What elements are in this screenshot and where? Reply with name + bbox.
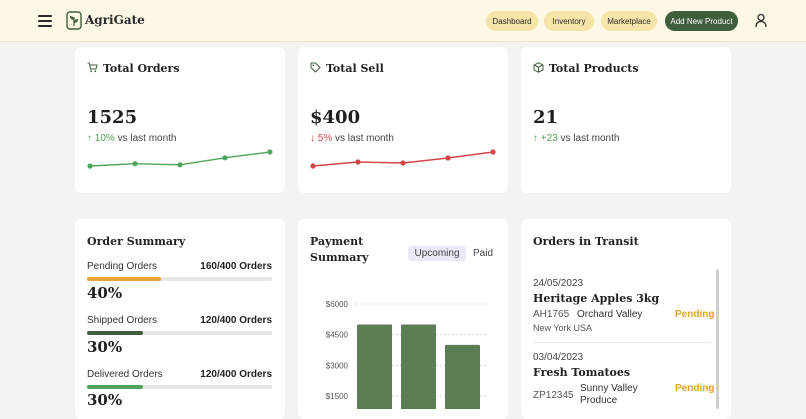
total-products-card: Total Products 21 ↑ +23 vs last month [521,47,731,193]
transit-origin: Orchard Valley [577,309,643,320]
pending-orders-label: Pending Orders [87,261,158,272]
add-new-product-button[interactable]: Add New Product [665,11,738,31]
total-orders-sparkline [87,149,273,169]
delivered-orders-label: Delivered Orders [87,369,163,380]
trend-suffix: vs last month [560,133,620,144]
payment-bar [357,324,392,409]
orders-in-transit-title: Orders in Transit [533,235,639,248]
transit-product-name: Fresh Tomatoes [533,366,631,379]
sparkline-point [310,163,316,169]
y-tick-label: $4500 [326,331,349,340]
payment-summary-title-line1: Payment [310,235,364,248]
trend-text: ↑ +23 vs last month [533,133,619,144]
delivered-progress-fill [87,385,143,389]
transit-order-id: AH1765 [533,309,570,320]
sparkline-point [132,161,138,167]
total-sell-value: $400 [310,107,361,128]
tag-icon [310,62,321,73]
shipped-orders-label: Shipped Orders [87,315,158,326]
payment-bar [401,324,436,409]
cart-icon [87,62,98,73]
nav-inventory[interactable]: Inventory [544,11,594,31]
transit-divider [533,342,711,343]
sparkline-point [87,163,93,169]
transit-origin: Sunny Valley Produce [580,383,638,406]
shipped-percent: 30% [87,338,123,356]
trend-change: 5% [317,133,333,144]
shipped-orders-count: 120/400 Orders [200,315,272,326]
trend-text: ↑ 10% vs last month [87,133,177,144]
pending-orders-count: 160/400 Orders [200,261,272,272]
total-sell-sparkline [310,149,496,169]
transit-status-badge: Pending [675,383,715,394]
transit-scrollbar[interactable] [716,269,719,409]
sparkline-point [222,155,228,161]
arrow-up-icon: ↑ [87,133,92,144]
sparkline-point [177,162,183,168]
total-orders-card: Total Orders 1525 ↑ 10% vs last month [75,47,285,193]
shipped-progress-bar [87,331,272,335]
trend-change: +23 [540,133,558,144]
payment-summary-card: Payment Summary Upcoming Paid $6000 $4500… [298,219,508,419]
arrow-up-icon: ↑ [533,133,538,144]
transit-date: 24/05/2023 [533,278,584,289]
trend-change: 10% [94,133,115,144]
transit-order-id: ZP12345 [533,390,574,401]
nav-marketplace[interactable]: Marketplace [601,11,657,31]
delivered-orders-count: 120/400 Orders [200,369,272,380]
order-summary-title: Order Summary [87,235,186,248]
shipped-progress-fill [87,331,143,335]
y-tick-label: $6000 [326,300,349,309]
card-title: Total Products [549,62,639,75]
pending-progress-fill [87,277,161,281]
y-tick-label: $3000 [326,361,349,370]
payment-bar-chart: $6000 $4500 $3000 $1500 [326,300,488,409]
card-title: Total Sell [326,62,384,75]
card-title: Total Orders [103,62,180,75]
trend-suffix: vs last month [335,133,394,144]
sparkline-point [355,159,361,165]
trend-text: ↓ 5% vs last month [310,133,394,144]
trend-suffix: vs last month [117,133,177,144]
transit-destination: New York USA [533,323,593,333]
transit-product-name: Heritage Apples 3kg [533,292,660,305]
delivered-percent: 30% [87,391,123,409]
order-summary-card: Order Summary Pending Orders 160/400 Ord… [75,219,285,419]
brand-name: AgriGate [85,13,145,27]
arrow-down-icon: ↓ [310,133,315,144]
pending-progress-bar [87,277,272,281]
payment-summary-title: Payment Summary [310,234,369,266]
user-profile-icon[interactable] [754,13,768,28]
sparkline-point [267,149,273,155]
delivered-progress-bar [87,385,272,389]
agrigate-logo-icon [66,11,82,30]
orders-in-transit-card: Orders in Transit 24/05/2023 Heritage Ap… [521,219,731,419]
total-sell-card: Total Sell $400 ↓ 5% vs last month [298,47,508,193]
top-bar: AgriGate Dashboard Inventory Marketplace… [0,0,806,42]
y-tick-label: $1500 [326,392,349,401]
transit-date: 03/04/2023 [533,352,584,363]
nav-dashboard[interactable]: Dashboard [486,11,538,31]
total-orders-value: 1525 [87,107,138,128]
payment-bar [445,344,480,409]
payment-summary-title-line2: Summary [310,251,369,264]
tab-upcoming[interactable]: Upcoming [408,246,466,261]
tab-paid[interactable]: Paid [472,248,493,259]
sparkline-point [400,160,406,166]
total-products-value: 21 [533,107,559,128]
box-icon [533,62,544,73]
pending-percent: 40% [87,284,123,302]
hamburger-menu-icon[interactable] [38,13,52,27]
sparkline-point [490,149,496,155]
transit-status-badge: Pending [675,309,715,320]
sparkline-point [445,155,451,161]
